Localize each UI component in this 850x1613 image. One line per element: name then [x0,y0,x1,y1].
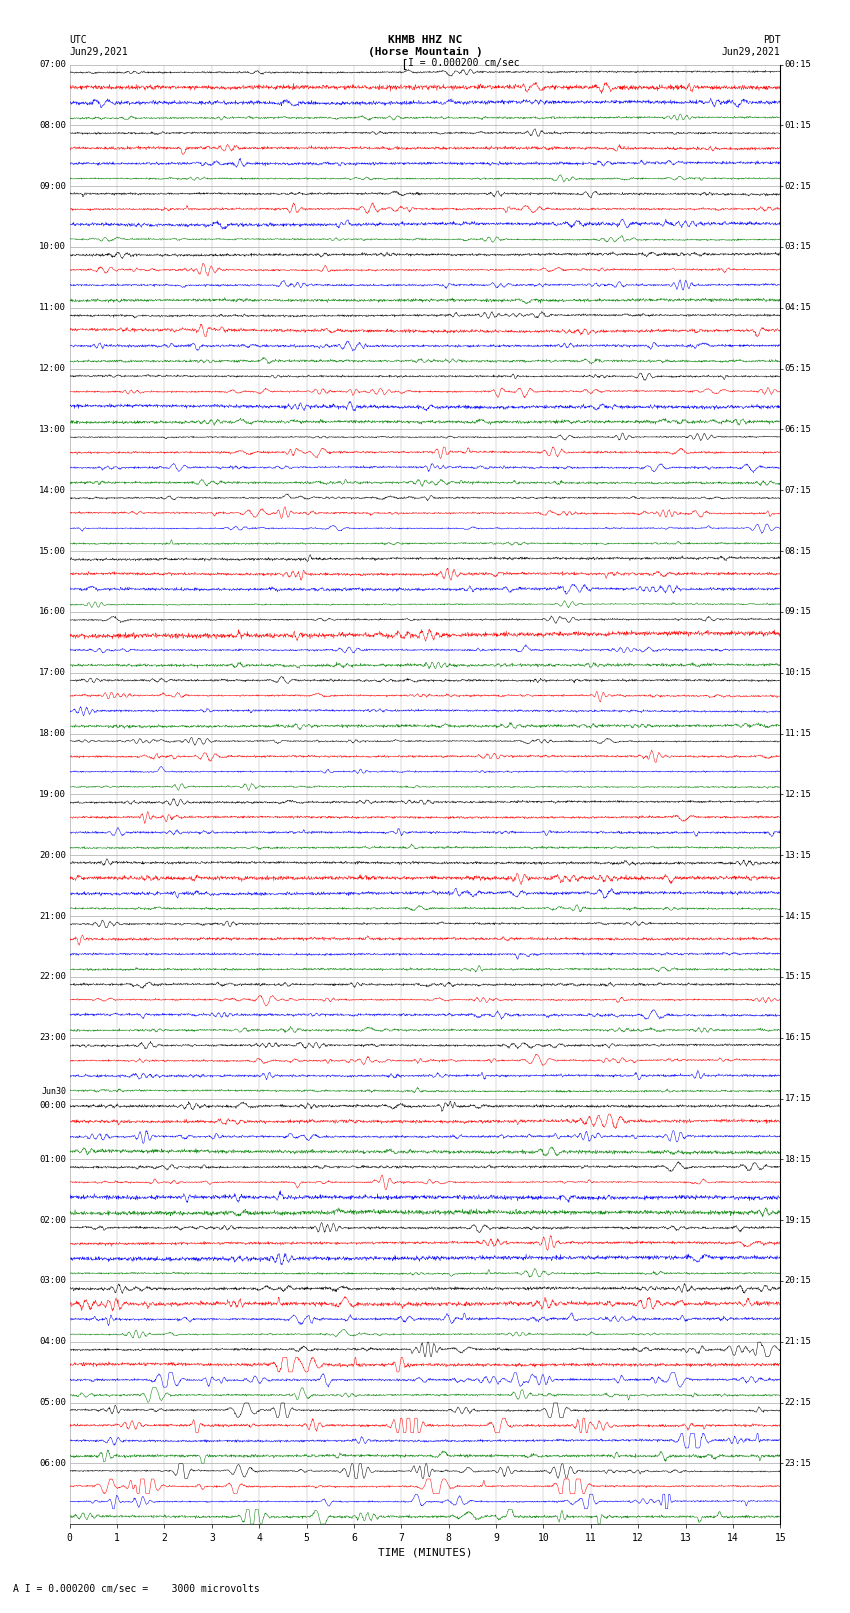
Text: 12:00: 12:00 [39,365,66,373]
Text: (Horse Mountain ): (Horse Mountain ) [367,47,483,56]
Text: KHMB HHZ NC: KHMB HHZ NC [388,35,462,45]
Text: 10:00: 10:00 [39,242,66,252]
Text: 16:00: 16:00 [39,608,66,616]
Text: PDT: PDT [762,35,780,45]
Text: 05:00: 05:00 [39,1398,66,1407]
Text: 03:00: 03:00 [39,1276,66,1286]
Text: Jun29,2021: Jun29,2021 [722,47,780,56]
Text: 15:00: 15:00 [39,547,66,555]
Text: Jun30: Jun30 [41,1087,66,1097]
Text: 06:00: 06:00 [39,1460,66,1468]
Text: 21:00: 21:00 [39,911,66,921]
Text: 18:00: 18:00 [39,729,66,739]
Text: Jun29,2021: Jun29,2021 [70,47,128,56]
Text: 11:00: 11:00 [39,303,66,313]
Text: I = 0.000200 cm/sec: I = 0.000200 cm/sec [408,58,519,68]
Text: 02:00: 02:00 [39,1216,66,1224]
Text: 20:00: 20:00 [39,850,66,860]
X-axis label: TIME (MINUTES): TIME (MINUTES) [377,1547,473,1558]
Text: 22:00: 22:00 [39,973,66,981]
Text: 07:00: 07:00 [39,60,66,69]
Text: 13:00: 13:00 [39,424,66,434]
Text: 14:00: 14:00 [39,486,66,495]
Text: 00:00: 00:00 [39,1100,66,1110]
Text: 23:00: 23:00 [39,1034,66,1042]
Text: 08:00: 08:00 [39,121,66,129]
Text: [: [ [400,58,407,71]
Text: A I = 0.000200 cm/sec =    3000 microvolts: A I = 0.000200 cm/sec = 3000 microvolts [13,1584,259,1594]
Text: 17:00: 17:00 [39,668,66,677]
Text: 04:00: 04:00 [39,1337,66,1347]
Text: 19:00: 19:00 [39,790,66,798]
Text: UTC: UTC [70,35,88,45]
Text: 09:00: 09:00 [39,182,66,190]
Text: 01:00: 01:00 [39,1155,66,1165]
